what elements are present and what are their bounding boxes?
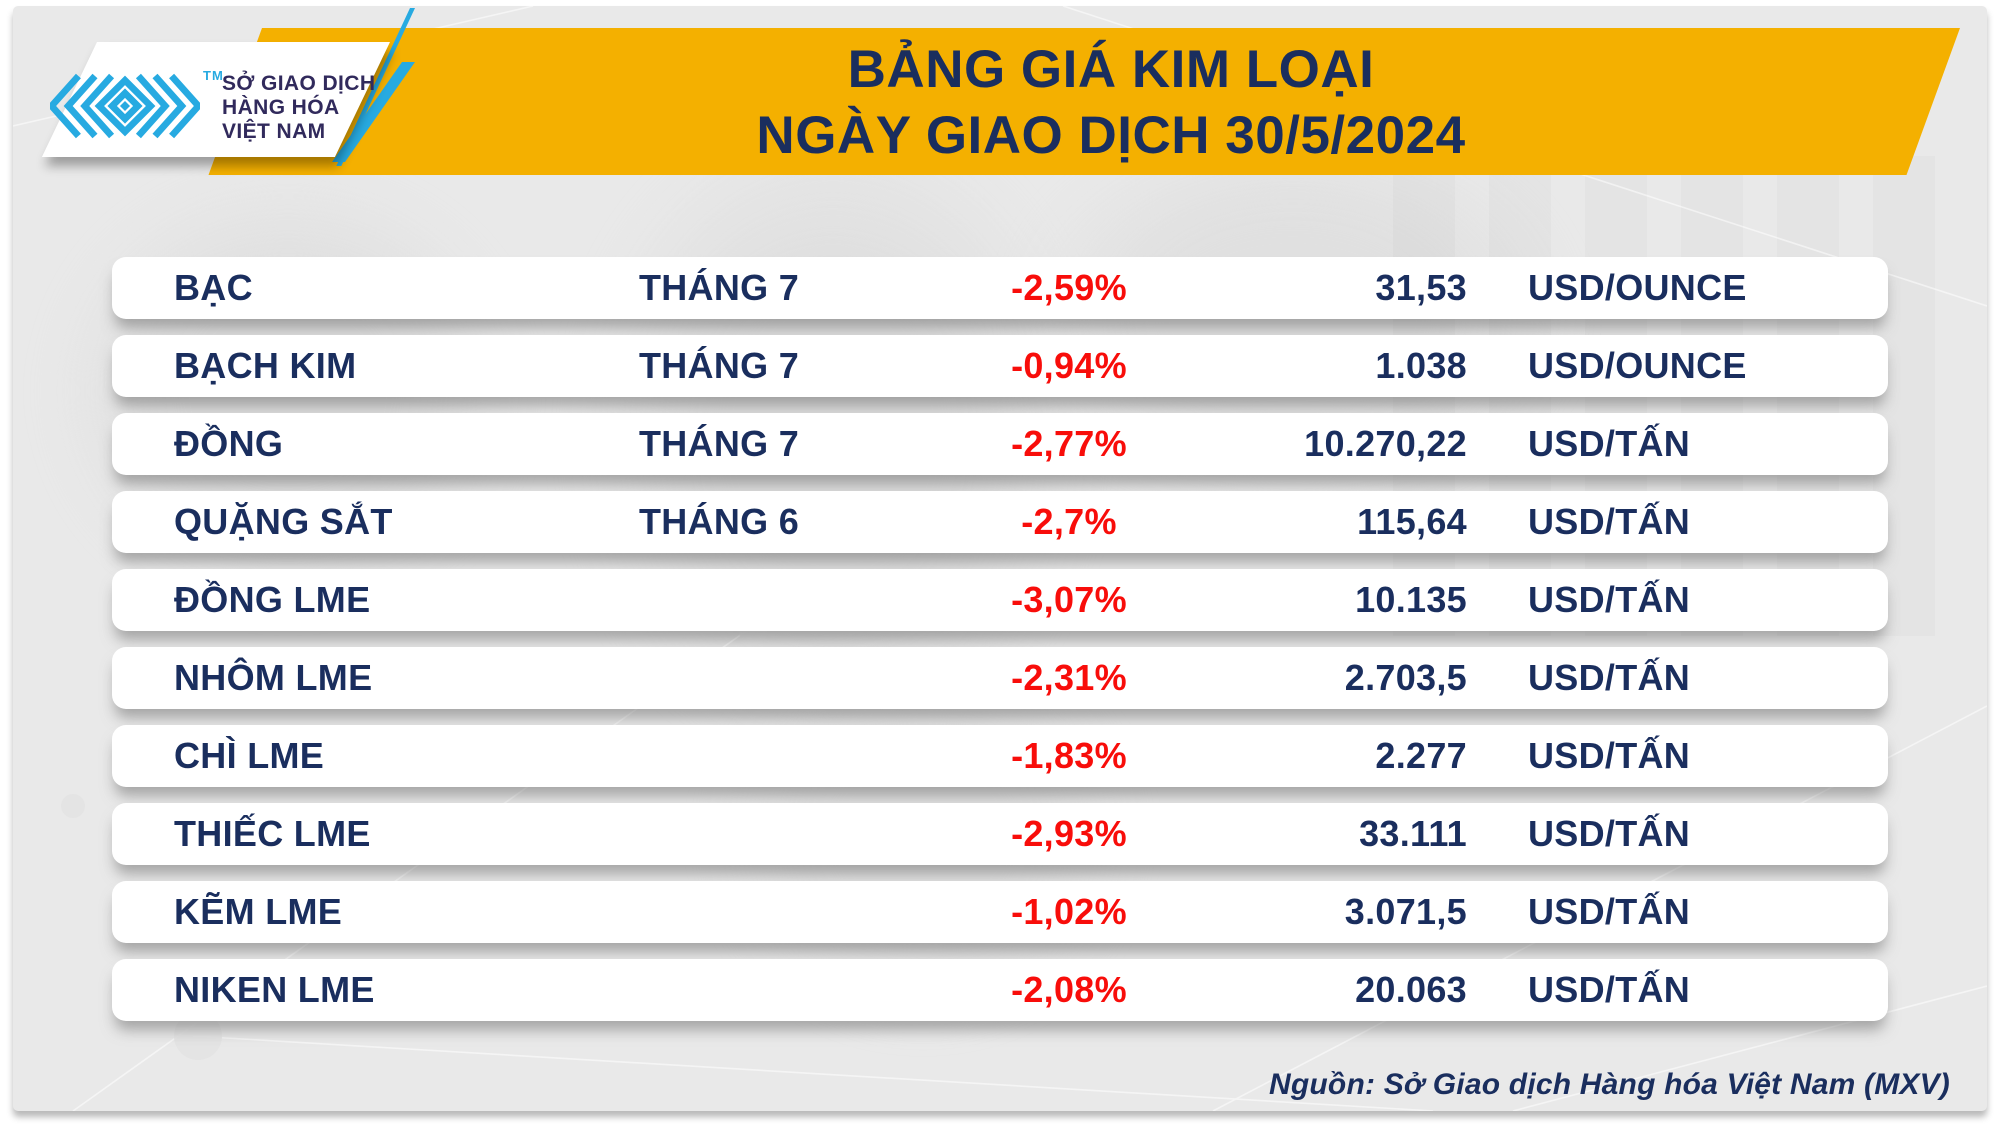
page-title-line1: BẢNG GIÁ KIM LOẠI [847,40,1375,99]
price-unit: USD/TẤN [1528,735,1691,776]
table-row: BẠC THÁNG 7 -2,59% 31,53 USD/OUNCE [112,257,1888,319]
percent-change: -1,83% [1011,735,1127,776]
percent-change: -0,94% [1011,345,1127,386]
price-unit: USD/TẤN [1528,657,1691,698]
percent-change: -3,07% [1011,579,1127,620]
org-name-line2: HÀNG HÓA [222,96,340,119]
price-value: 3.071,5 [1344,891,1467,932]
table-row: CHÌ LME -1,83% 2.277 USD/TẤN [112,725,1888,787]
metal-name: BẠC [174,267,253,308]
price-value: 20.063 [1355,969,1467,1010]
price-unit: USD/TẤN [1528,423,1691,464]
table-row: QUẶNG SẮT THÁNG 6 -2,7% 115,64 USD/TẤN [112,491,1888,553]
table-row: ĐỒNG THÁNG 7 -2,77% 10.270,22 USD/TẤN [112,413,1888,475]
table-row: ĐỒNG LME -3,07% 10.135 USD/TẤN [112,569,1888,631]
metal-name: BẠCH KIM [174,345,357,386]
price-value: 31,53 [1375,267,1467,308]
price-unit: USD/OUNCE [1528,345,1747,386]
page-title-line2: NGÀY GIAO DỊCH 30/5/2024 [756,106,1466,165]
price-unit: USD/TẤN [1528,813,1691,854]
metal-name: ĐỒNG [174,423,284,464]
price-unit: USD/TẤN [1528,969,1691,1010]
contract-month: THÁNG 6 [638,501,800,542]
org-name: SỞ GIAO DỊCH HÀNG HÓA VIỆT NAM [222,72,375,144]
percent-change: -2,59% [1011,267,1127,308]
metal-name: QUẶNG SẮT [174,501,393,542]
price-value: 1.038 [1375,345,1467,386]
metal-name: NHÔM LME [174,657,373,698]
percent-change: -2,7% [1021,501,1117,542]
metal-name: THIẾC LME [174,813,371,854]
source-note: Nguồn: Sở Giao dịch Hàng hóa Việt Nam (M… [1269,1068,1950,1101]
page-title: BẢNG GIÁ KIM LOẠI NGÀY GIAO DỊCH 30/5/20… [262,33,1960,173]
trademark-symbol: TM [203,68,224,83]
table-row: NHÔM LME -2,31% 2.703,5 USD/TẤN [112,647,1888,709]
percent-change: -2,77% [1011,423,1127,464]
logo-content: TM SỞ GIAO DỊCH HÀNG HÓA VIỆT NAM [43,56,383,166]
price-unit: USD/TẤN [1528,891,1691,932]
price-value: 10.135 [1355,579,1467,620]
price-value: 10.270,22 [1304,423,1467,464]
table-row: NIKEN LME -2,08% 20.063 USD/TẤN [112,959,1888,1021]
price-value: 115,64 [1357,501,1467,542]
metal-name: KẼM LME [174,891,343,932]
org-name-line3: VIỆT NAM [222,120,326,143]
percent-change: -2,31% [1011,657,1127,698]
metal-name: CHÌ LME [174,735,325,776]
price-unit: USD/TẤN [1528,579,1691,620]
mxv-logo-icon [50,73,200,139]
contract-month: THÁNG 7 [638,267,800,308]
price-unit: USD/TẤN [1528,501,1691,542]
percent-change: -1,02% [1011,891,1127,932]
infographic-card: BẢNG GIÁ KIM LOẠI NGÀY GIAO DỊCH 30/5/20… [13,6,1987,1111]
contract-month: THÁNG 7 [638,423,800,464]
table-row: BẠCH KIM THÁNG 7 -0,94% 1.038 USD/OUNCE [112,335,1888,397]
table-row: THIẾC LME -2,93% 33.111 USD/TẤN [112,803,1888,865]
org-name-line1: SỞ GIAO DỊCH [222,72,376,95]
price-table: BẠC THÁNG 7 -2,59% 31,53 USD/OUNCE BẠCH … [112,257,1888,1037]
percent-change: -2,93% [1011,813,1127,854]
price-value: 2.277 [1375,735,1467,776]
price-value: 2.703,5 [1344,657,1467,698]
contract-month: THÁNG 7 [638,345,800,386]
table-row: KẼM LME -1,02% 3.071,5 USD/TẤN [112,881,1888,943]
price-value: 33.111 [1359,813,1467,854]
metal-name: NIKEN LME [174,969,375,1010]
percent-change: -2,08% [1011,969,1127,1010]
price-unit: USD/OUNCE [1528,267,1747,308]
metal-name: ĐỒNG LME [174,579,371,620]
